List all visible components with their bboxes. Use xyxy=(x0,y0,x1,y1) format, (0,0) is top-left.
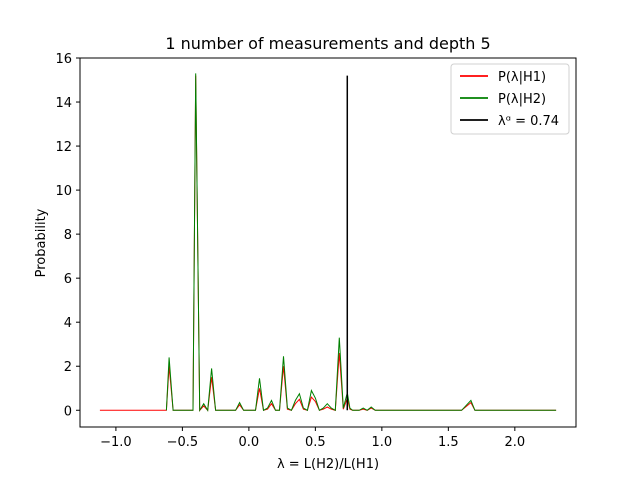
legend-label-h1: P(λ|H1) xyxy=(498,70,546,85)
plot-area xyxy=(79,57,577,428)
x-tick-label: 1.0 xyxy=(372,435,393,450)
x-tick-label: −1.0 xyxy=(100,435,132,450)
legend-box xyxy=(450,63,570,135)
y-tick-label: 2 xyxy=(64,360,72,375)
x-tick-label: 2.0 xyxy=(504,435,525,450)
y-tick-label: 6 xyxy=(64,272,72,287)
y-axis-label: Probability xyxy=(34,208,49,277)
x-tick-label: 0.0 xyxy=(239,435,260,450)
x-axis: −1.0 −0.5 0.0 0.5 1.0 1.5 2.0 xyxy=(100,427,525,450)
y-tick-label: 12 xyxy=(55,140,72,155)
series-layer xyxy=(99,73,557,413)
x-axis-label: λ = L(H2)/L(H1) xyxy=(277,457,379,472)
plot-frame xyxy=(79,57,577,428)
y-tick-label: 10 xyxy=(55,184,72,199)
y-tick-label: 8 xyxy=(64,228,72,243)
series-line-p-lambda-h2 xyxy=(165,73,557,413)
legend-label-vline: λᵅ = 0.74 xyxy=(498,114,559,129)
y-tick-label: 0 xyxy=(64,404,72,419)
y-tick-label: 14 xyxy=(55,96,72,111)
legend: P(λ|H1) P(λ|H2) λᵅ = 0.74 xyxy=(450,63,570,135)
y-tick-label: 4 xyxy=(64,316,72,331)
x-tick-label: 1.5 xyxy=(438,435,459,450)
chart-title: 1 number of measurements and depth 5 xyxy=(165,34,490,53)
legend-label-h2: P(λ|H2) xyxy=(498,92,546,107)
x-tick-label: 0.5 xyxy=(305,435,326,450)
y-tick-label: 16 xyxy=(55,52,72,67)
y-axis: 0 2 4 6 8 10 12 14 16 xyxy=(55,52,80,419)
x-tick-label: −0.5 xyxy=(167,435,199,450)
